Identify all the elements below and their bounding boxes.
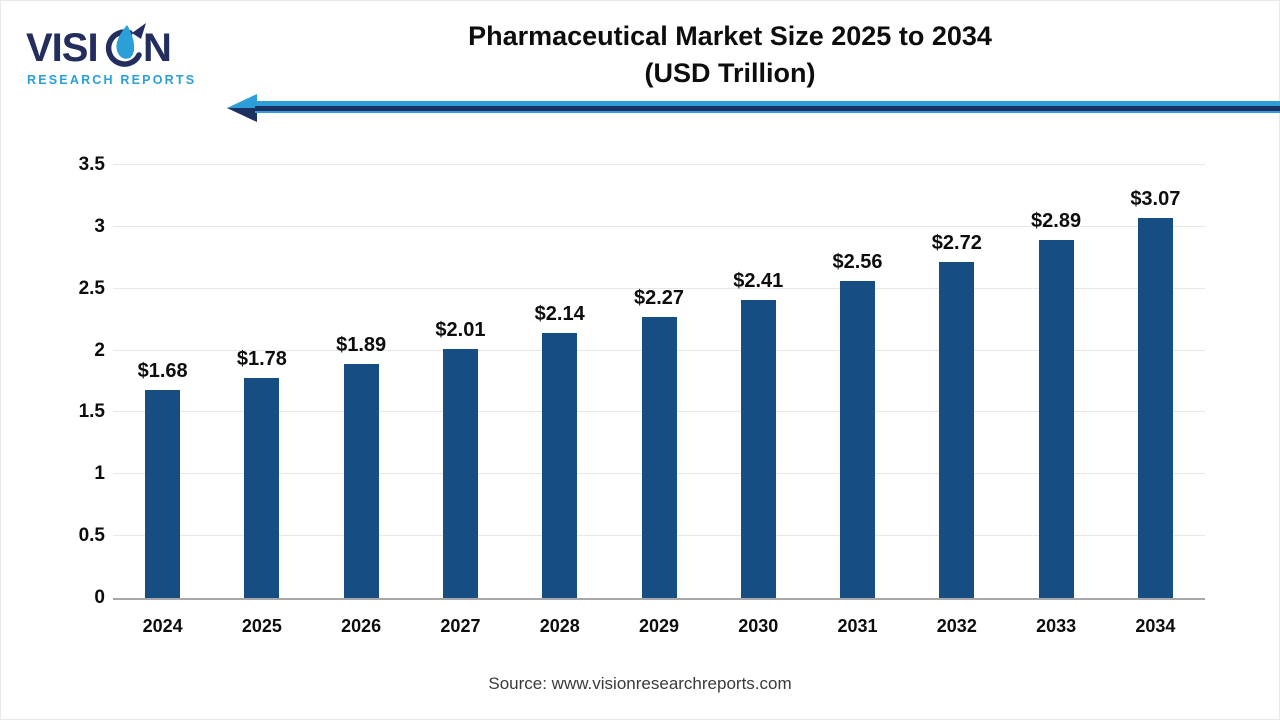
bar <box>343 364 379 598</box>
logo-drop-icon <box>105 23 146 67</box>
bar-value-label: $3.07 <box>1130 188 1181 211</box>
bar-value-label: $2.01 <box>435 319 486 342</box>
bar-value-label: $2.89 <box>1031 210 1082 233</box>
bar-value-label: $1.89 <box>336 334 387 357</box>
left-arrowhead-icon <box>227 94 257 122</box>
bar <box>740 299 776 598</box>
y-axis-tick-label: 2.5 <box>78 277 105 299</box>
plot-area: $1.68 $1.78 $1.89 $2.01 $2.14 $2.27 $2.41 $2.56… <box>113 164 1205 600</box>
bar <box>840 281 876 598</box>
x-axis-tick-label: 2029 <box>638 616 680 636</box>
logo-graphic: VISI N RESEARCH REPORTS <box>26 23 196 87</box>
bar <box>1038 240 1074 598</box>
bar <box>1137 218 1173 598</box>
y-axis-tick-label: 3.5 <box>78 154 105 175</box>
y-axis-tick-label: 1.5 <box>78 401 105 423</box>
y-axis-tick-label: 1 <box>94 463 105 485</box>
bar-value-label: $1.68 <box>137 360 188 383</box>
chart-title-line2: (USD Trillion) <box>644 58 816 88</box>
y-axis-tick-label: 0.5 <box>78 525 105 547</box>
arrow-shaft <box>255 101 1280 113</box>
bar-value-label: $1.78 <box>236 347 287 370</box>
bar <box>641 317 677 598</box>
source-attribution: Source: www.visionresearchreports.com <box>488 674 792 693</box>
y-axis-tick-label: 0 <box>94 587 105 608</box>
gridline <box>113 287 1205 289</box>
chart-title-line1: Pharmaceutical Market Size 2025 to 2034 <box>468 21 992 51</box>
chart-title: Pharmaceutical Market Size 2025 to 2034 … <box>180 18 1280 92</box>
x-axis-tick-label: 2024 <box>142 616 183 636</box>
bar-value-label: $2.14 <box>534 303 585 326</box>
title-underline-arrow <box>227 94 1280 122</box>
x-axis-tick-label: 2025 <box>241 616 282 636</box>
y-axis-tick-label: 2 <box>94 339 105 361</box>
logo-tagline: RESEARCH REPORTS <box>27 73 196 87</box>
gridline <box>113 164 1205 165</box>
y-axis: 0 0.5 1 1.5 2 2.5 3 3.5 <box>30 154 105 608</box>
x-axis-tick-label: 2026 <box>341 616 382 636</box>
logo-text-n: N <box>143 26 172 70</box>
gridline <box>113 225 1205 227</box>
x-axis-tick-label: 2033 <box>1036 616 1077 636</box>
bar-value-label: $2.41 <box>733 269 784 292</box>
x-axis-tick-label: 2034 <box>1135 616 1176 636</box>
bar <box>939 261 975 598</box>
x-axis: 2024 2025 2026 2027 2028 2029 2030 2031 2032 2033… <box>113 614 1205 640</box>
arrow-stripe-light-blue-thin <box>255 111 1280 113</box>
x-axis-tick-label: 2031 <box>837 616 878 636</box>
vision-research-reports-logo: VISI N RESEARCH REPORTS <box>26 12 196 92</box>
bar <box>442 349 478 598</box>
bar <box>244 377 280 598</box>
x-axis-tick-label: 2027 <box>440 616 481 636</box>
bar-value-label: $2.56 <box>832 251 883 274</box>
x-axis-tick-label: 2032 <box>936 616 977 636</box>
bar-value-label: $2.27 <box>633 287 685 310</box>
arrow-stripe-navy <box>255 106 1280 111</box>
bar <box>145 390 181 598</box>
bar-value-label: $2.72 <box>931 231 982 254</box>
x-axis-tick-label: 2030 <box>738 616 779 636</box>
bar <box>542 333 578 598</box>
arrow-stripe-light-blue <box>255 101 1280 106</box>
y-axis-tick-label: 3 <box>94 215 105 237</box>
x-axis-tick-label: 2028 <box>539 616 580 636</box>
logo-text-visi: VISI <box>26 26 98 70</box>
